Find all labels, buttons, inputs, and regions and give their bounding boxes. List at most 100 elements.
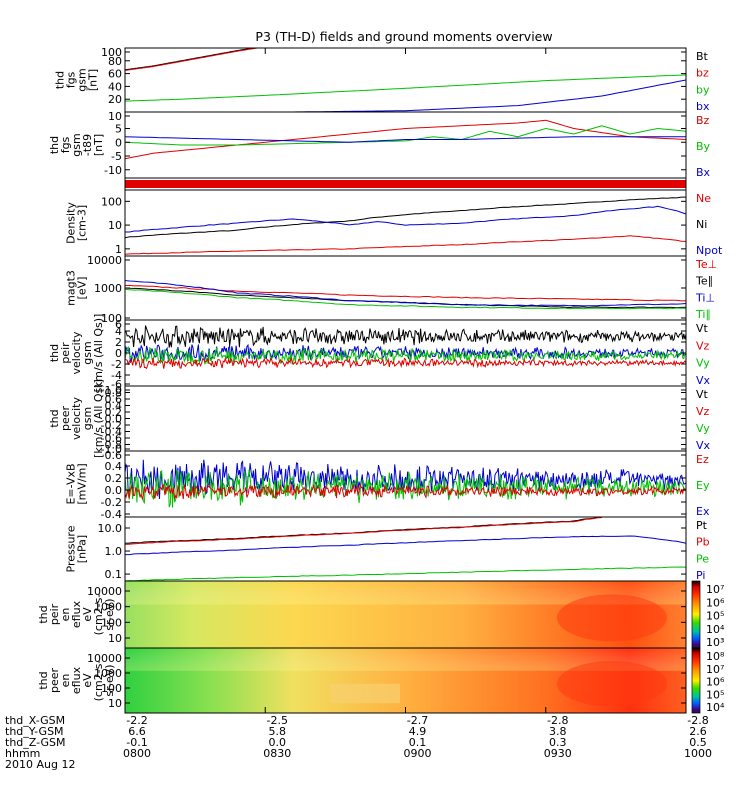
y-axis-label: [mV/m] [76, 463, 89, 504]
series-line [124, 287, 687, 309]
series-line [124, 325, 687, 348]
spectrogram-upper [125, 648, 686, 671]
legend-bx-label: Bx [696, 166, 711, 179]
y-tick-label: -6 [111, 378, 122, 391]
ephemeris-row-label: thd_X-GSM [5, 714, 65, 727]
legend-npot-label: Npot [696, 244, 723, 257]
legend-vy-label: Vy [696, 422, 710, 435]
y-axis-label: peer [59, 406, 72, 432]
ephemeris-row-label: hhmm [5, 747, 40, 760]
ephemeris-value: 0830 [263, 747, 291, 760]
y-axis-label: -t89 [81, 134, 94, 156]
y-tick-label: 20 [108, 93, 122, 106]
y-axis-label: gsm [81, 341, 94, 364]
series-line [124, 469, 687, 508]
series-line [124, 345, 687, 366]
legend-vz-label: Vz [696, 405, 710, 418]
series-line [124, 119, 687, 160]
y-tick-label: 0 [115, 136, 122, 149]
panel-9: 10.0 1.0 0.1 Pressure[nPa] Pt Pb Pe Pi [65, 516, 710, 582]
y-tick-label: 6 [115, 318, 122, 331]
legend-ti-label: Ti∥ [695, 308, 711, 321]
y-axis-label: thd [48, 409, 61, 427]
series-line [124, 235, 687, 255]
legend-te-label: Te⊥ [695, 258, 717, 271]
ephemeris-value: 0900 [404, 747, 432, 760]
ephemeris-value: 3.8 [549, 725, 567, 738]
y-tick-label: 5 [115, 123, 122, 136]
y-tick-label: -0.8 [101, 439, 122, 452]
legend-pb-label: Pb [696, 536, 710, 549]
ephemeris-row-label: thd_Y-GSM [5, 725, 64, 738]
y-tick-label: -0.2 [101, 419, 122, 432]
y-tick-label: 100 [101, 616, 122, 629]
legend-by-label: by [696, 83, 710, 96]
y-tick-label: 0.6 [105, 393, 123, 406]
series-line [124, 47, 266, 71]
legend-by-label: By [696, 140, 711, 153]
y-axis-label: fgs [65, 71, 78, 88]
series-line [124, 74, 687, 102]
y-axis-label: fgs [59, 136, 72, 153]
y-tick-label: 0.6 [105, 449, 123, 462]
series-line [124, 136, 686, 143]
legend-pt-label: Pt [696, 519, 708, 532]
colorbar-label: 10⁶ [706, 676, 725, 689]
y-axis-label: thd [37, 605, 50, 623]
y-tick-label: -1.0 [101, 443, 122, 456]
legend-ne-label: Ne [696, 192, 711, 205]
panel-frame [124, 385, 687, 452]
spectrogram-peak [557, 661, 667, 707]
spectrogram-gap [330, 683, 400, 704]
ephemeris-value: 6.6 [128, 725, 146, 738]
y-tick-label: -5 [111, 150, 122, 163]
legend-ni-label: Ni [696, 218, 707, 231]
ephemeris-value: -2.5 [267, 714, 288, 727]
y-axis-label: thd [48, 344, 61, 362]
y-tick-label: -0.4 [101, 426, 122, 439]
y-axis-label: [nT] [92, 134, 105, 156]
series-line [124, 516, 602, 544]
y-tick-label: 10 [108, 219, 122, 232]
y-tick-label: 0.8 [105, 387, 123, 400]
ephemeris-value: 0930 [544, 747, 572, 760]
legend-pi-label: Pi [696, 569, 705, 582]
legend-vt-label: Vt [696, 388, 709, 401]
legend-vt-label: Vt [696, 322, 709, 335]
y-tick-label: 1 [115, 243, 122, 256]
y-tick-label: 0.4 [105, 460, 123, 473]
y-tick-label: 40 [108, 80, 122, 93]
ephemeris-row-label: 2010 Aug 12 [5, 758, 75, 771]
y-tick-label: 10000 [87, 652, 122, 665]
y-tick-label: 10 [108, 697, 122, 710]
panel-5: 10000 1000 100 magt3[eV] Te⊥ Te∥ Ti⊥ Ti∥ [65, 254, 718, 325]
series-line [125, 535, 687, 556]
colorbar-label: 10⁴ [706, 623, 725, 636]
ephemeris-value: 4.9 [409, 725, 427, 738]
series-line [125, 79, 687, 113]
y-axis-label: en [59, 608, 72, 622]
series-line [125, 205, 687, 233]
series-line [124, 280, 687, 307]
bar-band [125, 180, 686, 188]
ephemeris-value: 0.1 [409, 736, 427, 749]
series-line [124, 459, 687, 499]
y-tick-label: -10 [104, 164, 122, 177]
ephemeris-row-label: thd_Z-GSM [5, 736, 65, 749]
y-tick-label: 10000 [87, 585, 122, 598]
ephemeris-value: 0.0 [269, 736, 287, 749]
y-axis-label: E=-VxB [65, 463, 78, 504]
y-axis-label: gsm [70, 133, 83, 156]
legend-ey-label: Ey [696, 479, 710, 492]
legend-bx-label: bx [696, 100, 710, 113]
y-tick-label: 4 [115, 325, 122, 338]
colorbar [691, 647, 701, 714]
y-axis-label: [km/s (All Qs)] [92, 379, 105, 458]
y-tick-label: 100 [101, 195, 122, 208]
ephemeris-value: 0.5 [689, 736, 707, 749]
colorbar [691, 580, 701, 649]
y-axis-label: peer [48, 668, 61, 694]
y-tick-label: 0.4 [105, 400, 123, 413]
panel-frame [124, 255, 687, 321]
